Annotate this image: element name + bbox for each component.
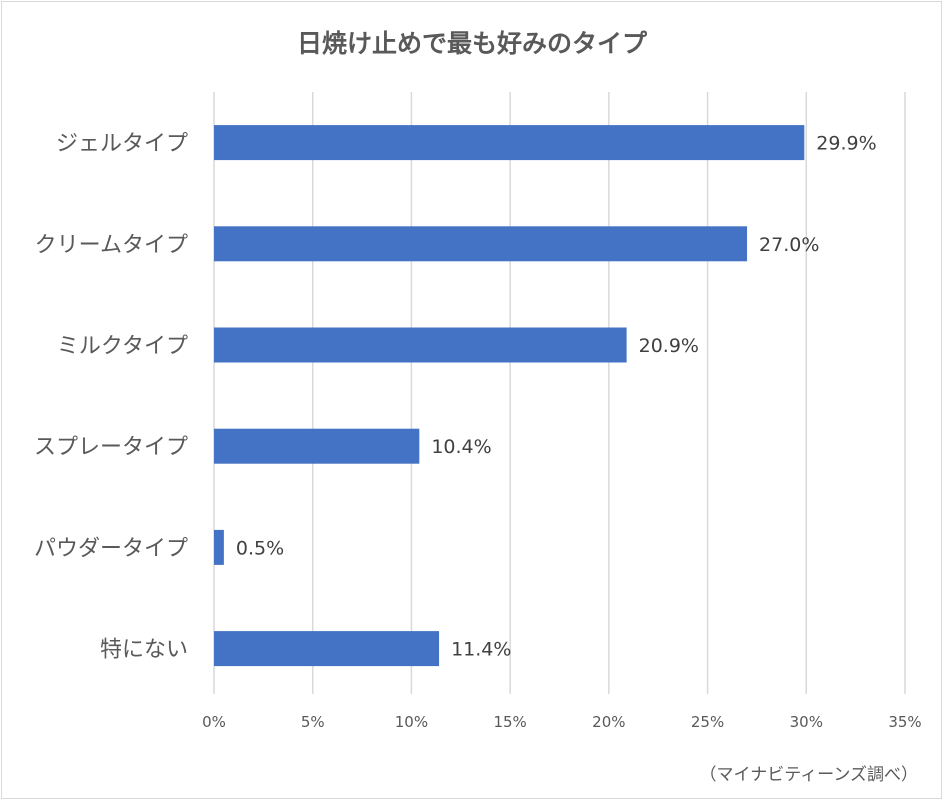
gridlines <box>213 92 906 694</box>
category-label: ミルクタイプ <box>57 334 188 359</box>
data-label: 20.9% <box>639 335 699 357</box>
bar <box>214 529 224 565</box>
x-tick-label: 10% <box>395 713 428 731</box>
x-tick-label: 30% <box>790 713 823 731</box>
category-label: クリームタイプ <box>35 233 188 258</box>
data-label: 29.9% <box>816 133 876 155</box>
x-tick-labels: 0% 5% 10% 15% 20% 25% 30% 35% <box>202 713 922 731</box>
chart-title: 日焼け止めで最も好みのタイプ <box>297 29 648 58</box>
x-tick-label: 20% <box>592 713 625 731</box>
x-tick-label: 25% <box>691 713 724 731</box>
data-label: 0.5% <box>236 537 284 559</box>
x-tick-label: 35% <box>888 713 921 731</box>
bar <box>214 428 420 464</box>
category-label: 特にない <box>100 638 188 663</box>
bars <box>214 125 805 667</box>
category-label: パウダータイプ <box>34 536 188 561</box>
data-label: 11.4% <box>451 639 511 661</box>
data-label: 10.4% <box>431 436 491 458</box>
bar <box>214 226 748 262</box>
data-label: 27.0% <box>759 234 819 256</box>
category-label: スプレータイプ <box>34 435 188 460</box>
category-label: ジェルタイプ <box>56 132 188 157</box>
x-tick-label: 5% <box>301 713 325 731</box>
x-tick-label: 15% <box>493 713 526 731</box>
bar <box>214 631 440 667</box>
bar <box>214 327 627 363</box>
data-labels: 29.9% 27.0% 20.9% 10.4% 0.5% 11.4% <box>236 133 877 661</box>
x-tick-label: 0% <box>202 713 226 731</box>
source-note: （マイナビティーンズ調べ） <box>700 765 918 785</box>
bar <box>214 125 805 161</box>
